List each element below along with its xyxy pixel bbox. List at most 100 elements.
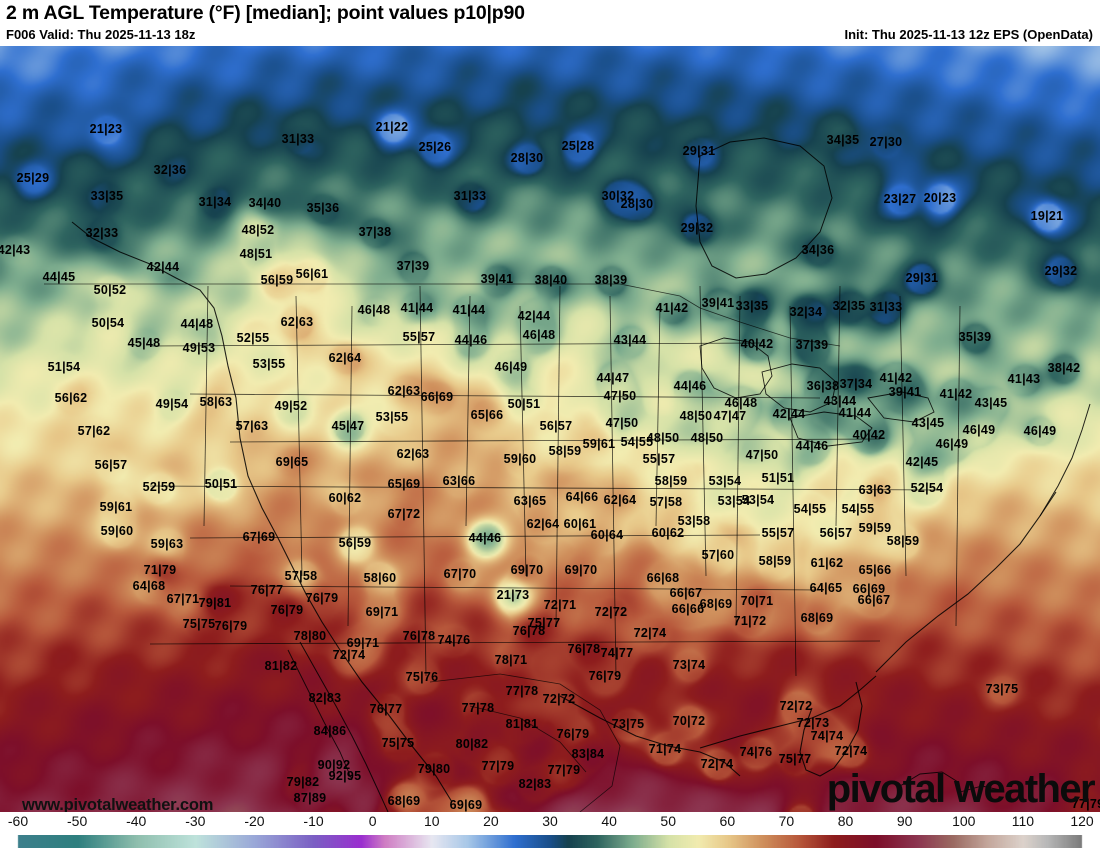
border-path [875, 491, 1057, 673]
point-value-label: 46|49 [962, 422, 996, 437]
point-value-label: 48|50 [646, 430, 680, 445]
point-value-label: 54|55 [620, 434, 654, 449]
border-path [469, 705, 587, 773]
point-value-label: 84|86 [313, 723, 347, 738]
point-value-label: 63|65 [513, 493, 547, 508]
colorbar-tick: 90 [896, 813, 913, 829]
point-value-label: 52|55 [236, 330, 270, 345]
point-value-label: 72|72 [779, 698, 813, 713]
border-path [799, 681, 863, 777]
point-value-label: 69|71 [346, 635, 380, 650]
point-value-label: 46|48 [357, 302, 391, 317]
point-value-label: 74|77 [600, 645, 634, 660]
point-value-label: 55|57 [402, 329, 436, 344]
point-value-label: 76|77 [250, 582, 284, 597]
point-value-label: 21|23 [89, 121, 123, 136]
point-value-label: 27|30 [869, 134, 903, 149]
point-value-label: 42|45 [905, 454, 939, 469]
point-value-label: 39|41 [701, 295, 735, 310]
point-value-label: 51|54 [47, 359, 81, 374]
point-value-label: 44|46 [454, 332, 488, 347]
point-value-label: 72|74 [633, 625, 667, 640]
point-value-label: 25|29 [16, 170, 50, 185]
point-value-label: 77|79 [481, 758, 515, 773]
point-value-label: 41|42 [879, 370, 913, 385]
point-value-label: 57|62 [77, 423, 111, 438]
point-value-label: 62|64 [603, 492, 637, 507]
point-value-label: 74|76 [739, 744, 773, 759]
point-value-label: 59|61 [582, 436, 616, 451]
point-value-label: 56|57 [94, 457, 128, 472]
point-value-label: 31|33 [453, 188, 487, 203]
colorbar-tick: 10 [423, 813, 440, 829]
point-value-label: 67|69 [242, 529, 276, 544]
point-value-label: 43|45 [911, 415, 945, 430]
point-value-label: 58|59 [758, 553, 792, 568]
border-path [761, 363, 837, 413]
border-path [695, 137, 833, 279]
point-value-label: 52|54 [910, 480, 944, 495]
point-value-label: 46|48 [522, 327, 556, 342]
point-value-label: 38|42 [1047, 360, 1081, 375]
point-value-label: 68|69 [699, 596, 733, 611]
border-path [955, 305, 961, 627]
border-path [699, 675, 877, 749]
point-value-label: 47|50 [603, 388, 637, 403]
border-path [71, 221, 453, 803]
point-value-label: 72|74 [834, 743, 868, 758]
point-value-label: 57|58 [649, 494, 683, 509]
point-value-label: 28|30 [510, 150, 544, 165]
point-value-label: 41|44 [838, 405, 872, 420]
point-value-label: 76|79 [305, 590, 339, 605]
point-value-label: 76|77 [369, 701, 403, 716]
border-path [959, 785, 1001, 793]
point-value-label: 36|38 [806, 378, 840, 393]
point-value-label: 69|70 [564, 562, 598, 577]
point-value-label: 35|36 [306, 200, 340, 215]
point-value-label: 46|49 [494, 359, 528, 374]
point-value-label: 29|31 [682, 143, 716, 158]
point-value-label: 46|49 [1023, 423, 1057, 438]
point-value-label: 53|54 [708, 473, 742, 488]
point-value-label: 44|47 [596, 370, 630, 385]
colorbar[interactable]: -60 -50 -40 -30 -20 -10 0 10 20 30 40 50 60 70 80 90 100… [0, 812, 1100, 850]
point-value-label: 34|35 [826, 132, 860, 147]
point-value-label: 72|72 [594, 604, 628, 619]
point-value-label: 75|75 [182, 616, 216, 631]
border-path [419, 285, 427, 677]
point-value-label: 62|64 [328, 350, 362, 365]
point-value-label: 57|60 [701, 547, 735, 562]
colorbar-tick: -50 [66, 813, 88, 829]
point-value-label: 53|54 [717, 493, 751, 508]
point-value-label: 37|38 [358, 224, 392, 239]
point-value-label: 42|44 [772, 406, 806, 421]
point-value-label: 78|80 [293, 628, 327, 643]
point-value-label: 53|55 [252, 356, 286, 371]
point-value-label: 29|32 [1044, 263, 1078, 278]
point-value-label: 28|30 [620, 196, 654, 211]
point-value-label: 66|67 [669, 585, 703, 600]
point-value-label: 54|55 [793, 501, 827, 516]
point-value-label: 31|33 [281, 131, 315, 146]
border-path [229, 438, 881, 443]
point-value-label: 56|59 [260, 272, 294, 287]
point-value-label: 29|32 [680, 220, 714, 235]
point-value-label: 90|92 [317, 757, 351, 772]
point-value-label: 25|26 [418, 139, 452, 154]
point-value-label: 60|62 [651, 525, 685, 540]
point-value-label: 44|45 [42, 269, 76, 284]
colorbar-tick: -40 [126, 813, 147, 829]
point-value-label: 51|51 [761, 470, 795, 485]
point-value-label: 39|41 [480, 271, 514, 286]
point-value-label: 32|36 [153, 162, 187, 177]
temperature-map[interactable]: 21|23 31|33 21|22 25|26 28|30 25|28 29|31 34|35… [0, 46, 1100, 812]
map-borders-overlay [44, 137, 1091, 812]
point-value-label: 76|79 [556, 726, 590, 741]
point-value-label: 21|73 [496, 587, 530, 602]
border-path [149, 342, 761, 347]
point-value-label: 64|68 [132, 578, 166, 593]
point-value-label: 82|83 [518, 776, 552, 791]
point-value-label: 66|68 [646, 570, 680, 585]
map-header: 2 m AGL Temperature (°F) [median]; point… [0, 0, 1100, 46]
